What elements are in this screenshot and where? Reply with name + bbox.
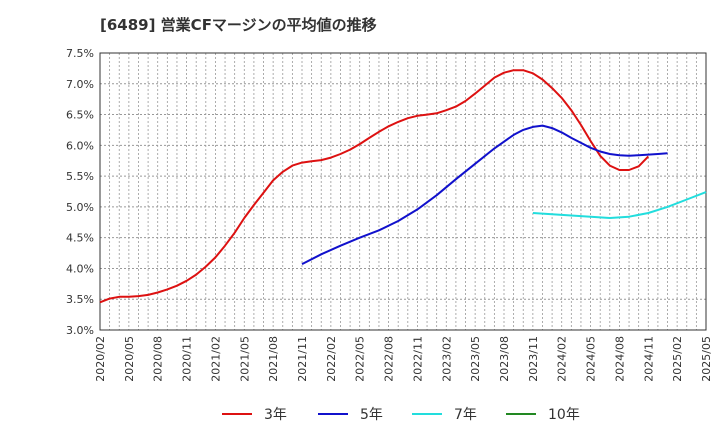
- x-tick-label: 2024/02: [556, 336, 569, 382]
- x-tick-label: 2024/05: [585, 336, 598, 382]
- y-axis: 3.0% 3.5% 4.0% 4.5% 5.0% 5.5% 6.0% 6.5% 7.0% 7.5%: [66, 47, 94, 337]
- y-tick-label: 4.5%: [66, 232, 94, 245]
- y-tick-label: 3.0%: [66, 324, 94, 337]
- x-tick-label: 2020/11: [181, 336, 194, 382]
- x-tick-label: 2023/11: [527, 336, 540, 382]
- x-tick-label: 2021/11: [296, 336, 309, 382]
- y-tick-label: 6.5%: [66, 109, 94, 122]
- x-tick-label: 2020/08: [152, 336, 165, 382]
- x-tick-label: 2020/02: [94, 336, 107, 382]
- x-tick-label: 2023/08: [498, 336, 511, 382]
- chart-title: [6489] 営業CFマージンの平均値の推移: [100, 16, 377, 34]
- legend-label: 5年: [360, 407, 383, 423]
- x-tick-label: 2025/02: [671, 336, 684, 382]
- y-tick-label: 4.0%: [66, 262, 94, 275]
- x-tick-label: 2024/08: [613, 336, 626, 382]
- x-tick-label: 2021/05: [238, 336, 251, 382]
- x-tick-label: 2020/05: [123, 336, 136, 382]
- y-tick-label: 6.0%: [66, 139, 94, 152]
- x-tick-label: 2025/05: [700, 336, 713, 382]
- x-tick-label: 2024/11: [642, 336, 655, 382]
- series-line-5年: [301, 124, 668, 265]
- x-tick-label: 2023/02: [440, 336, 453, 382]
- y-tick-label: 3.5%: [66, 293, 94, 306]
- y-tick-label: 5.5%: [66, 170, 94, 183]
- x-tick-label: 2021/02: [209, 336, 222, 382]
- x-tick-label: 2022/02: [325, 336, 338, 382]
- x-axis: 2020/02 2020/05 2020/08 2020/11 2021/02 2021/…: [94, 336, 713, 382]
- legend-label: 7年: [454, 407, 477, 423]
- grid: [99, 52, 707, 331]
- y-tick-label: 7.5%: [66, 47, 94, 60]
- legend-label: 10年: [548, 407, 580, 423]
- y-tick-label: 7.0%: [66, 78, 94, 91]
- y-tick-label: 5.0%: [66, 201, 94, 214]
- plot-area: [99, 52, 707, 331]
- x-tick-label: 2023/05: [469, 336, 482, 382]
- x-tick-label: 2022/05: [354, 336, 367, 382]
- x-tick-label: 2021/08: [267, 336, 280, 382]
- legend-label: 3年: [264, 407, 287, 423]
- x-tick-label: 2022/08: [383, 336, 396, 382]
- series-line-7年: [532, 191, 707, 219]
- x-tick-label: 2022/11: [411, 336, 424, 382]
- series-line-3年: [99, 69, 650, 304]
- legend: 3年 5年 7年 10年: [222, 407, 580, 423]
- series-layer: [99, 69, 707, 304]
